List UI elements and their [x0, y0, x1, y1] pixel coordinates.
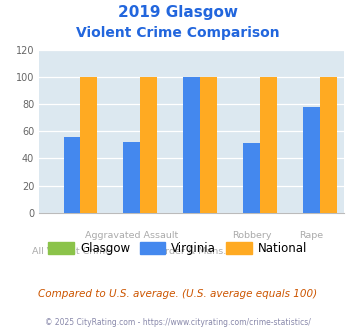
Bar: [260, 77, 277, 213]
Bar: [80, 77, 97, 213]
Text: Rape: Rape: [299, 231, 323, 240]
Bar: [200, 77, 217, 213]
Text: Murder & Mans...: Murder & Mans...: [151, 248, 232, 256]
Legend: Glasgow, Virginia, National: Glasgow, Virginia, National: [43, 237, 312, 260]
Text: Compared to U.S. average. (U.S. average equals 100): Compared to U.S. average. (U.S. average …: [38, 289, 317, 299]
Bar: [303, 107, 320, 213]
Bar: [243, 144, 260, 213]
Text: Robbery: Robbery: [232, 231, 271, 240]
Bar: [140, 77, 157, 213]
Bar: [124, 142, 140, 213]
Text: © 2025 CityRating.com - https://www.cityrating.com/crime-statistics/: © 2025 CityRating.com - https://www.city…: [45, 318, 310, 327]
Text: Aggravated Assault: Aggravated Assault: [85, 231, 179, 240]
Bar: [320, 77, 337, 213]
Text: Violent Crime Comparison: Violent Crime Comparison: [76, 26, 279, 40]
Bar: [64, 137, 80, 213]
Text: 2019 Glasgow: 2019 Glasgow: [118, 5, 237, 20]
Bar: [183, 77, 200, 213]
Text: All Violent Crime: All Violent Crime: [32, 248, 111, 256]
